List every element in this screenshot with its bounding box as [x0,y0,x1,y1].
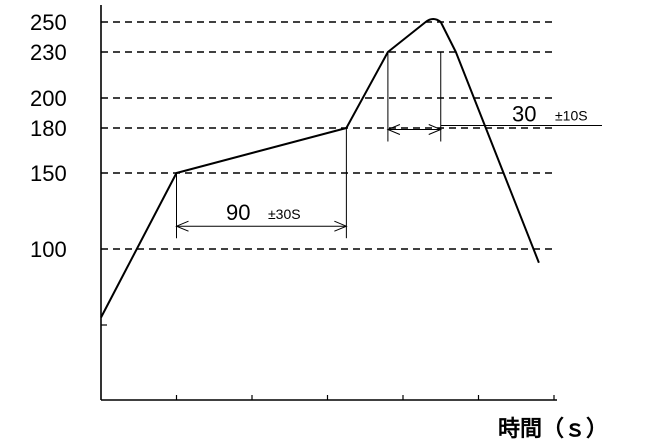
series-line-0 [100,18,540,318]
y-tick-labels: 250 230 200 180 150 100 [30,10,67,262]
y-tick-label-250: 250 [30,10,67,35]
peak-tolerance: ±10S [555,108,588,124]
x-axis-label: 時間（ｓ） [498,417,608,442]
y-tick-label-100: 100 [30,237,67,262]
preheat-arrow-right [334,220,348,232]
preheat-value: 90 [226,200,250,225]
y-tick-label-230: 230 [30,40,67,65]
axes [100,5,557,401]
preheat-arrow-left [175,220,189,232]
peak-arrow-right [428,124,443,135]
y-tick-label-150: 150 [30,161,67,186]
preheat-tolerance: ±30S [268,206,301,222]
peak-value: 30 [512,102,536,127]
peak-arrow-left [386,124,401,135]
annotations: 90 ±30S 30 ±10S [175,52,602,239]
gridlines [101,21,552,250]
series-group [100,18,540,318]
y-tick-label-180: 180 [30,116,67,141]
y-tick-label-200: 200 [30,86,67,111]
